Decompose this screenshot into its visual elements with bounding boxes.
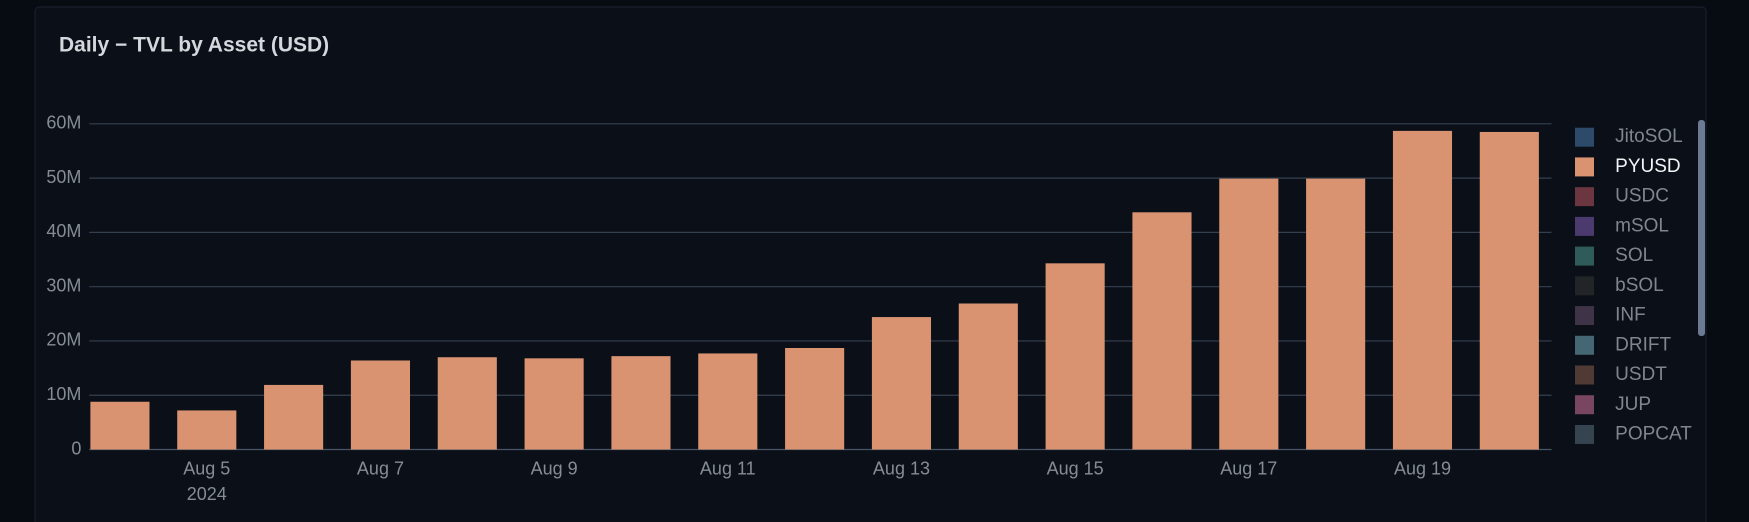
bar[interactable] — [524, 358, 584, 450]
legend-swatch[interactable] — [1574, 127, 1594, 147]
legend-swatch[interactable] — [1574, 395, 1594, 415]
bar[interactable] — [1479, 131, 1539, 450]
chart-title: Daily − TVL by Asset (USD) — [59, 34, 329, 57]
legend-label[interactable]: JitoSOL — [1615, 126, 1683, 147]
legend-label[interactable]: DRIFT — [1615, 334, 1671, 355]
x-year-label: 2024 — [187, 484, 227, 504]
x-tick-label: Aug 17 — [1220, 458, 1277, 478]
y-tick-label: 40M — [46, 221, 81, 241]
legend-label[interactable]: JUP — [1615, 394, 1651, 415]
legend-swatch[interactable] — [1574, 276, 1594, 296]
legend-swatch[interactable] — [1574, 424, 1594, 444]
legend-swatch[interactable] — [1574, 157, 1594, 177]
bar[interactable] — [958, 303, 1018, 450]
bar[interactable] — [350, 360, 411, 450]
legend-swatch[interactable] — [1574, 335, 1594, 355]
bar[interactable] — [785, 348, 845, 450]
x-tick-label: Aug 13 — [873, 458, 930, 478]
x-tick-label: Aug 9 — [531, 458, 578, 478]
bar[interactable] — [264, 384, 324, 450]
bar[interactable] — [698, 353, 758, 450]
y-tick-label: 10M — [46, 384, 81, 404]
legend-label[interactable]: INF — [1615, 305, 1646, 326]
legend-label[interactable]: USDC — [1615, 186, 1669, 207]
y-tick-label: 0 — [71, 438, 81, 458]
legend-label[interactable]: POPCAT — [1615, 423, 1692, 444]
bar[interactable] — [177, 410, 237, 450]
y-tick-label: 60M — [46, 113, 81, 133]
y-tick-label: 50M — [46, 167, 81, 187]
legend-swatch[interactable] — [1574, 246, 1594, 266]
legend-label[interactable]: PYUSD — [1615, 156, 1680, 177]
bar[interactable] — [611, 356, 671, 450]
x-tick-label: Aug 19 — [1394, 458, 1451, 478]
x-tick-label: Aug 15 — [1047, 458, 1104, 478]
y-tick-label: 20M — [46, 330, 81, 350]
legend-swatch[interactable] — [1574, 365, 1594, 385]
y-tick-label: 30M — [46, 275, 81, 295]
bar[interactable] — [437, 357, 497, 450]
bar[interactable] — [1132, 212, 1192, 450]
legend-label[interactable]: bSOL — [1615, 275, 1664, 296]
legend-swatch[interactable] — [1574, 306, 1594, 326]
x-tick-label: Aug 7 — [357, 458, 404, 478]
bar[interactable] — [1392, 130, 1453, 450]
legend-label[interactable]: SOL — [1615, 245, 1653, 266]
legend-label[interactable]: mSOL — [1615, 215, 1669, 236]
bar[interactable] — [90, 401, 150, 450]
bar[interactable] — [1045, 263, 1105, 450]
legend-swatch[interactable] — [1574, 187, 1594, 207]
x-tick-label: Aug 11 — [700, 458, 756, 478]
x-tick-label: Aug 5 — [183, 458, 230, 478]
scrollbar[interactable] — [1698, 120, 1705, 336]
bar[interactable] — [871, 317, 932, 450]
bar[interactable] — [1306, 178, 1366, 450]
legend-label[interactable]: USDT — [1615, 364, 1667, 385]
legend-swatch[interactable] — [1574, 216, 1594, 236]
bar[interactable] — [1219, 178, 1279, 450]
